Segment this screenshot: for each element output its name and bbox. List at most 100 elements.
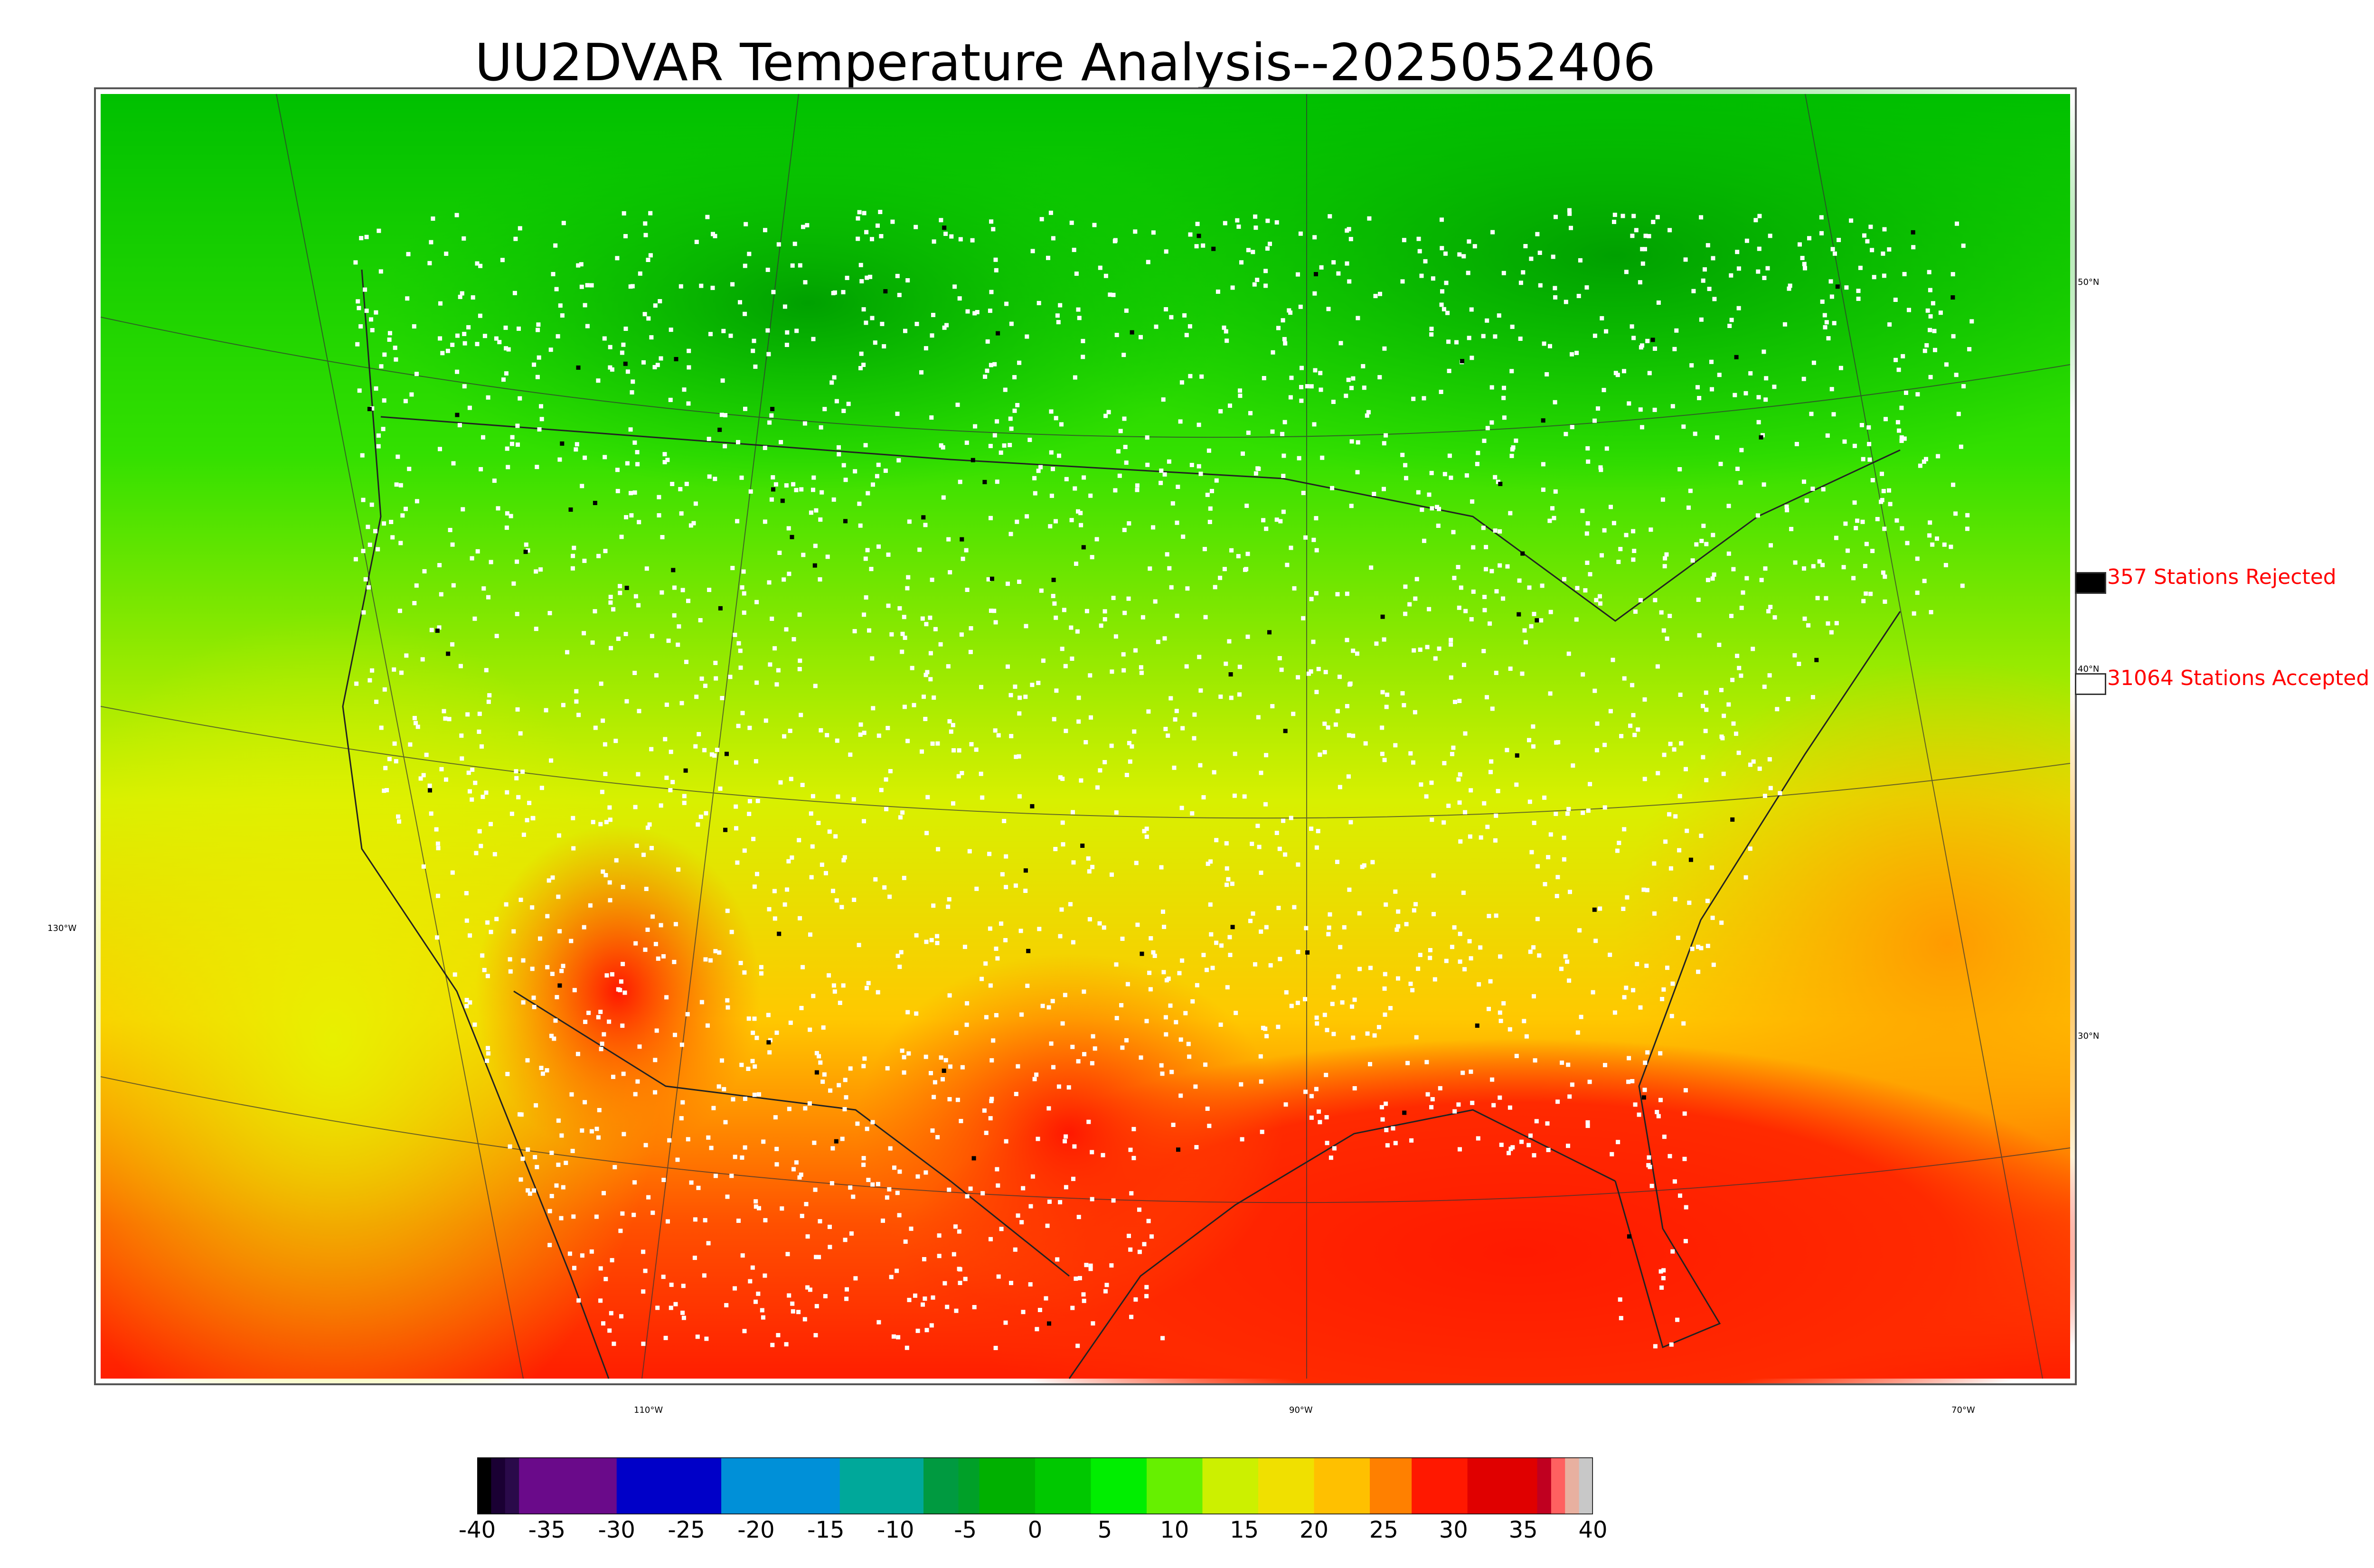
station-marker <box>1318 752 1322 757</box>
station-marker <box>843 1078 848 1082</box>
station-marker <box>855 1121 860 1126</box>
station-marker <box>1235 218 1240 223</box>
station-marker <box>1208 859 1213 864</box>
station-marker <box>1488 979 1493 984</box>
station-marker <box>723 827 728 832</box>
station-marker <box>1403 611 1408 616</box>
station-marker <box>1074 562 1078 566</box>
station-marker <box>1540 583 1545 588</box>
station-marker <box>1482 595 1487 599</box>
station-marker <box>1620 214 1625 218</box>
station-marker <box>1739 606 1744 610</box>
station-marker <box>1881 251 1885 256</box>
station-marker <box>1384 1128 1389 1132</box>
station-marker <box>988 983 993 988</box>
station-marker <box>814 1255 819 1259</box>
station-marker <box>818 517 823 522</box>
station-marker <box>1419 273 1424 278</box>
station-marker <box>804 1202 809 1206</box>
station-marker <box>1517 578 1522 583</box>
station-marker <box>991 1038 996 1043</box>
station-marker <box>1265 246 1270 251</box>
station-marker <box>1668 866 1673 871</box>
station-marker <box>844 1095 848 1099</box>
station-marker <box>1382 346 1387 351</box>
station-marker <box>1074 1277 1078 1281</box>
station-marker <box>1176 1147 1180 1152</box>
station-marker <box>1166 976 1171 981</box>
station-marker <box>1705 243 1710 248</box>
station-marker <box>486 1046 490 1051</box>
station-marker <box>1541 418 1545 423</box>
station-marker <box>889 632 894 637</box>
station-marker <box>1782 322 1787 327</box>
station-marker <box>957 748 961 753</box>
station-marker <box>364 235 369 239</box>
station-marker <box>1699 317 1704 322</box>
station-marker <box>1335 709 1340 714</box>
station-marker <box>370 668 375 673</box>
station-marker <box>597 1108 602 1112</box>
station-marker <box>1379 1105 1384 1109</box>
station-marker <box>1662 1135 1667 1139</box>
station-marker <box>1396 909 1401 914</box>
station-marker <box>922 1257 926 1261</box>
station-marker <box>648 211 653 216</box>
station-marker <box>1456 565 1460 569</box>
station-marker <box>1704 542 1709 546</box>
station-marker <box>367 543 372 547</box>
station-marker <box>754 680 759 685</box>
station-marker <box>1619 1316 1623 1321</box>
station-marker <box>1169 585 1174 590</box>
station-marker <box>1585 521 1590 526</box>
station-marker <box>518 226 522 231</box>
station-marker <box>825 554 830 559</box>
station-marker <box>799 1005 804 1010</box>
station-marker <box>1527 738 1531 742</box>
station-marker <box>1218 575 1223 580</box>
station-marker <box>1467 336 1471 340</box>
lat-label-30n: 30°N <box>2078 1031 2100 1041</box>
station-marker <box>1214 478 1219 483</box>
station-marker <box>1602 742 1607 747</box>
station-marker <box>936 847 941 852</box>
station-marker <box>1562 577 1566 582</box>
station-marker <box>889 1275 894 1279</box>
station-marker <box>1961 384 1966 389</box>
station-marker <box>1475 1023 1479 1028</box>
station-marker <box>1467 239 1471 244</box>
station-marker <box>1622 827 1627 832</box>
station-marker <box>1960 583 1965 588</box>
station-marker <box>1259 870 1263 875</box>
station-marker <box>1547 518 1552 523</box>
station-marker <box>1830 247 1835 252</box>
station-marker <box>438 336 443 341</box>
station-marker <box>1198 688 1203 693</box>
station-marker <box>1144 1294 1149 1298</box>
station-marker <box>1719 920 1724 925</box>
station-marker <box>1190 811 1195 816</box>
station-marker <box>678 487 683 491</box>
station-marker <box>1537 953 1542 958</box>
station-marker <box>693 1217 697 1222</box>
station-marker <box>1641 887 1646 892</box>
colorbar-segment <box>505 1457 519 1514</box>
station-marker <box>841 983 846 988</box>
station-marker <box>875 474 879 479</box>
station-marker <box>1298 304 1303 309</box>
station-marker <box>556 833 561 838</box>
station-marker <box>1213 585 1217 590</box>
station-marker <box>1626 1080 1631 1084</box>
station-marker <box>1548 610 1553 614</box>
station-marker <box>1128 1147 1133 1152</box>
station-marker <box>811 475 816 480</box>
station-marker <box>1568 890 1572 894</box>
station-marker <box>782 304 787 309</box>
station-marker <box>1411 760 1415 765</box>
station-marker <box>1367 216 1372 221</box>
station-marker <box>1037 927 1042 931</box>
station-marker <box>1385 692 1390 697</box>
station-marker <box>866 1178 871 1182</box>
station-marker <box>1427 492 1432 497</box>
